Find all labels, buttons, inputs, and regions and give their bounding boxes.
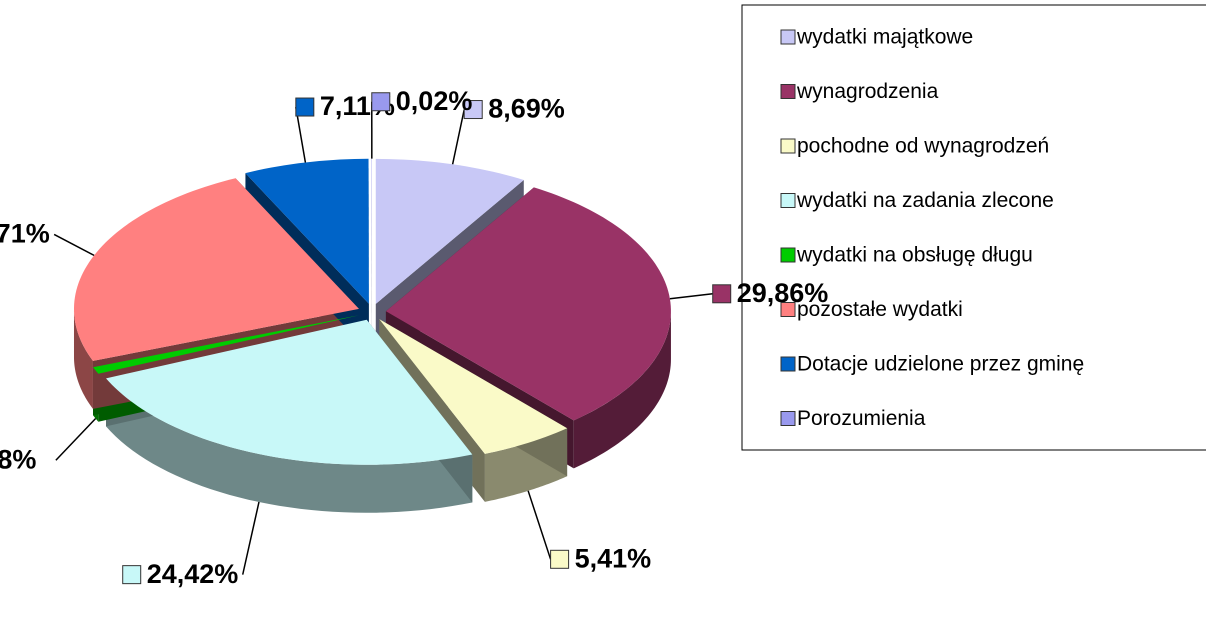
- legend-swatch: [780, 138, 796, 154]
- data-label: 0,02%: [396, 86, 473, 116]
- legend-label: wynagrodzenia: [796, 80, 939, 103]
- label-swatch: [122, 565, 142, 585]
- slice: [106, 319, 473, 465]
- slice: [379, 319, 568, 454]
- slice-side: [573, 311, 671, 469]
- legend-label: wydatki na obsługę długu: [796, 244, 1033, 267]
- label-swatch: [550, 549, 570, 569]
- data-label: 8,69%: [488, 94, 565, 124]
- legend-label: Dotacje udzielone przez gminę: [797, 353, 1084, 376]
- leader-line: [527, 490, 552, 560]
- legend-label: Porozumienia: [797, 407, 926, 430]
- data-label: 24,42%: [147, 559, 239, 589]
- slice-side: [106, 378, 473, 513]
- label-swatch: [463, 100, 483, 120]
- label-swatch: [712, 284, 732, 304]
- slice: [245, 158, 369, 304]
- slice-side: [73, 308, 93, 409]
- legend-label: wydatki majątkowe: [796, 26, 973, 49]
- slice: [375, 158, 524, 304]
- leader-line: [55, 418, 97, 461]
- leader-line: [53, 233, 95, 257]
- label-swatch: [371, 92, 391, 112]
- slice: [385, 187, 671, 421]
- legend-swatch: [780, 84, 796, 99]
- leader-line: [451, 109, 465, 165]
- legend-swatch: [780, 302, 796, 317]
- slice: [73, 178, 359, 361]
- legend-label: pozostałe wydatki: [797, 298, 963, 321]
- legend-swatch: [780, 193, 796, 208]
- data-label: 5,41%: [575, 543, 652, 573]
- legend-label: wydatki na zadania zlecone: [796, 189, 1054, 212]
- data-label: 0,78%: [0, 444, 36, 474]
- label-swatch: [295, 97, 315, 117]
- slice: [93, 315, 360, 374]
- leader-line: [241, 501, 260, 575]
- data-label: 23,71%: [0, 219, 50, 249]
- legend-label: pochodne od wynagrodzeń: [797, 135, 1049, 158]
- legend-swatch: [780, 411, 796, 426]
- legend-swatch: [780, 29, 796, 45]
- legend-box: [741, 4, 1206, 451]
- legend-swatch: [780, 356, 796, 372]
- legend-swatch: [780, 247, 796, 263]
- leader-line: [669, 293, 713, 300]
